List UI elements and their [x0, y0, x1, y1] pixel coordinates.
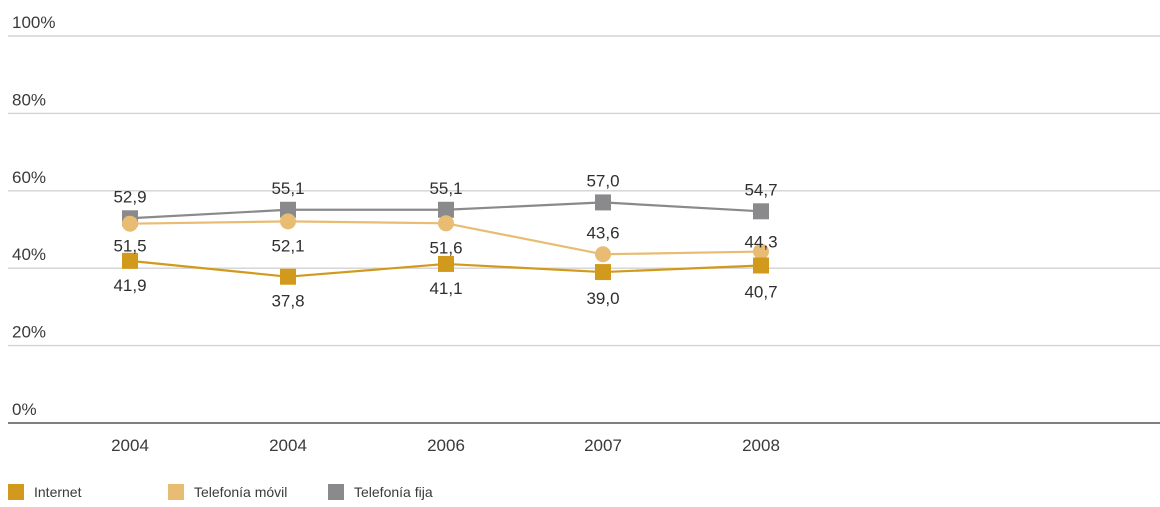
x-axis-ticks: 2004 2004 2006 2007 2008 — [111, 436, 780, 455]
point-telefonia-fija — [438, 201, 454, 218]
data-label-internet: 37,8 — [271, 292, 304, 311]
data-labels: 52,9 55,1 55,1 57,0 54,7 51,5 52,1 51,6 43,6 44,3… — [113, 171, 777, 310]
legend-item-telefonia-fija: Telefonía fija — [328, 484, 433, 500]
data-label-internet: 41,1 — [429, 279, 462, 298]
point-internet — [122, 252, 138, 269]
data-label-telefonia-fija: 54,7 — [744, 180, 777, 199]
y-tick-label: 40% — [12, 245, 46, 264]
legend-swatch-telefonia-movil — [168, 484, 184, 500]
point-telefonia-fija — [595, 194, 611, 211]
legend-label-internet: Internet — [34, 484, 82, 500]
data-label-telefonia-movil: 43,6 — [586, 223, 619, 242]
y-tick-label: 20% — [12, 323, 46, 342]
y-tick-label: 60% — [12, 168, 46, 187]
y-tick-label: 100% — [12, 13, 55, 32]
data-label-telefonia-fija: 57,0 — [586, 171, 619, 190]
point-telefonia-movil — [595, 246, 611, 263]
data-label-internet: 41,9 — [113, 276, 146, 295]
data-label-telefonia-fija: 55,1 — [271, 179, 304, 198]
y-axis-ticks: 0% 20% 40% 60% 80% 100% — [12, 13, 55, 419]
data-label-telefonia-fija: 52,9 — [113, 187, 146, 206]
x-tick-label: 2007 — [584, 436, 622, 455]
point-telefonia-movil — [753, 243, 769, 260]
point-telefonia-movil — [438, 215, 454, 232]
x-tick-label: 2008 — [742, 436, 780, 455]
y-tick-label: 0% — [12, 400, 37, 419]
point-telefonia-fija — [280, 201, 296, 218]
point-internet — [595, 264, 611, 281]
legend-swatch-internet — [8, 484, 24, 500]
x-tick-label: 2004 — [111, 436, 149, 455]
data-label-telefonia-fija: 55,1 — [429, 179, 462, 198]
legend-label-telefonia-movil: Telefonía móvil — [194, 484, 288, 500]
point-internet — [280, 268, 296, 285]
x-tick-label: 2006 — [427, 436, 465, 455]
legend-label-telefonia-fija: Telefonía fija — [354, 484, 433, 500]
point-telefonia-fija — [753, 203, 769, 220]
legend-swatch-telefonia-fija — [328, 484, 344, 500]
point-internet — [438, 255, 454, 272]
point-telefonia-movil — [280, 213, 296, 230]
data-label-telefonia-movil: 52,1 — [271, 236, 304, 255]
data-label-internet: 39,0 — [586, 289, 619, 308]
x-tick-label: 2004 — [269, 436, 307, 455]
legend-item-telefonia-movil: Telefonía móvil — [168, 484, 287, 500]
series-layer — [122, 194, 769, 285]
data-label-telefonia-movil: 44,3 — [744, 233, 777, 252]
y-tick-label: 80% — [12, 90, 46, 109]
point-internet — [753, 257, 769, 274]
line-chart: 0%20%40%60%80%100% 2004 2004 2006 2007 2008 … — [8, 13, 1160, 455]
data-label-telefonia-movil: 51,5 — [113, 237, 146, 256]
data-label-telefonia-movil: 51,6 — [429, 238, 462, 257]
point-telefonia-movil — [122, 215, 138, 232]
data-label-internet: 40,7 — [744, 282, 777, 301]
legend-item-internet: Internet — [8, 484, 81, 500]
grid-layer — [8, 35, 1160, 424]
